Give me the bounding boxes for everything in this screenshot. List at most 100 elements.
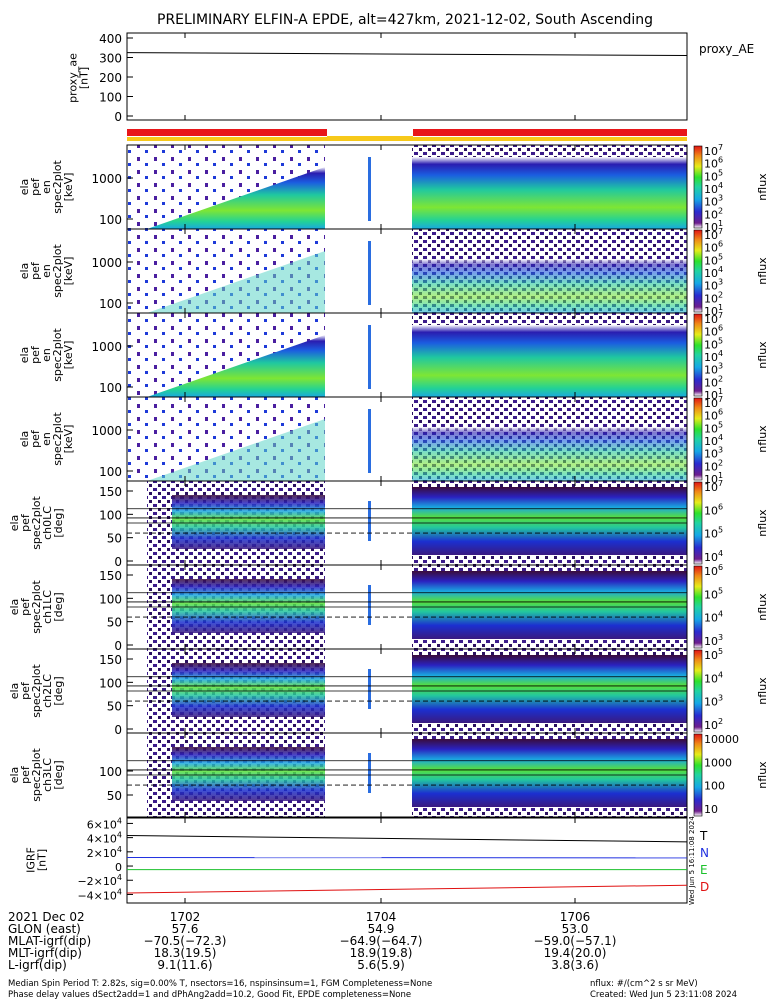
- spectrogram-ytick-label: 50: [107, 532, 122, 546]
- footer-created: Created: Wed Jun 5 23:11:08 2024: [590, 990, 737, 1000]
- colorbar-tick-label: 105: [704, 336, 723, 351]
- spectrogram-ytick-label: 150: [99, 569, 122, 583]
- colorbar-tick-label: 104: [704, 265, 723, 280]
- spectrogram-fill-right: [412, 427, 687, 481]
- spectrogram-fill-left: [147, 167, 325, 229]
- footer-row-value: −70.5(−72.3): [144, 934, 227, 948]
- colorbar-label: nflux: [756, 509, 769, 537]
- colorbar-tick-label: 103: [704, 194, 723, 209]
- colorbar-tick-label: 103: [704, 362, 723, 377]
- spectrogram-ytick-label: 100: [99, 381, 122, 395]
- spectrogram-ytick-label: 0: [114, 639, 122, 653]
- spectrogram-gap-sliver: [368, 157, 371, 221]
- spectrogram-ylabel: elapefspec2plotch3LC[deg]: [8, 748, 65, 802]
- proxy-ae-legend: proxy_AE: [699, 42, 754, 56]
- spectrogram-fill-left: [147, 419, 325, 481]
- footer-note-2: Phase delay values dSect2add=1 and dPhAn…: [8, 990, 411, 1000]
- proxy-ytick-label: 200: [99, 71, 122, 85]
- igrf-line-D: [126, 884, 688, 894]
- footer-row-value: 57.6: [172, 922, 199, 936]
- colorbar-tick-label: 107: [704, 227, 723, 242]
- colorbar-tick-label: 103: [704, 446, 723, 461]
- colorbar-tick-label: 102: [704, 374, 723, 389]
- igrf-line-T: [126, 834, 688, 843]
- pitch-spectrogram-0: elapefspec2plotch0LC[deg] 150 100 50 0 107 106…: [8, 479, 769, 569]
- colorbar-tick-label: 105: [704, 252, 723, 267]
- colorbar-tick-label: 104: [704, 670, 723, 685]
- orbit-footer: 2021 Dec 02 1702 1704 1706 GLON (east) 57.6 54…: [8, 910, 737, 1000]
- colorbar-tick-label: 101: [704, 219, 723, 234]
- colorbar: [693, 481, 703, 565]
- footer-row-label: L-igrf(dip): [8, 958, 67, 972]
- science-bar-2: [413, 129, 687, 136]
- spectrogram-fill-left: [147, 335, 325, 397]
- figure-title: PRELIMINARY ELFIN-A EPDE, alt=427km, 202…: [157, 12, 653, 28]
- colorbar-tick-label: 107: [704, 143, 723, 158]
- igrf-ylabel: IGRF[nT]: [25, 847, 49, 873]
- igrf-legend-D: D: [700, 880, 709, 894]
- igrf-ytick-label: −2×104: [77, 873, 122, 888]
- spectrogram-fill-right: [412, 259, 687, 313]
- proxy-ae-yticks: 400 300 200 100 0: [99, 32, 133, 124]
- colorbar-tick-label: 10000: [704, 733, 739, 746]
- spectrogram-fill-right: [412, 739, 687, 807]
- footer-row-value: 9.1(11.6): [157, 958, 212, 972]
- spectrogram-ytick-label: 50: [107, 616, 122, 630]
- spectrogram-fill-left: [172, 747, 325, 801]
- spectrogram-fill-right: [412, 157, 687, 229]
- spectrogram-ytick-label: 100: [99, 676, 122, 690]
- igrf-ytick-label: 4×104: [87, 831, 122, 846]
- spectrogram-ytick-label: 100: [99, 592, 122, 606]
- proxy-ae-frame: [126, 32, 688, 121]
- igrf-legend-T: T: [699, 829, 708, 843]
- spectrogram-ytick-label: 100: [99, 213, 122, 227]
- spectrogram-gap-sliver: [368, 753, 371, 793]
- colorbar-tick-label: 10: [704, 803, 718, 816]
- proxy-ytick-label: 300: [99, 52, 122, 66]
- footer-row-value: 1706: [560, 910, 591, 924]
- footer-row-value: 18.3(19.5): [154, 946, 217, 960]
- footer-row-value: −64.9(−64.7): [340, 934, 423, 948]
- colorbar-tick-label: 104: [704, 610, 723, 625]
- spectrogram-frame: [126, 732, 688, 818]
- colorbar: [693, 565, 703, 649]
- spectrogram-ylabel: elapefspec2plotch1LC[deg]: [8, 580, 65, 634]
- colorbar-tick-label: 103: [704, 694, 723, 709]
- footer-row-value: 1702: [170, 910, 201, 924]
- colorbar-label: nflux: [756, 677, 769, 705]
- pitch-spectrogram-1: elapefspec2plotch1LC[deg] 150 100 50 0 106 105…: [8, 563, 769, 653]
- spectrogram-fill-right: [412, 325, 687, 397]
- spectrogram-ylabel: elapefenspec2plot[keV]: [18, 244, 75, 298]
- colorbar: [693, 313, 703, 397]
- footer-note-1: Median Spin Period T: 2.82s, sig=0.00% T…: [8, 979, 432, 989]
- colorbar-tick-label: 107: [704, 395, 723, 410]
- igrf-ytick-label: 2×104: [87, 845, 122, 860]
- spectrogram-ylabel: elapefspec2plotch0LC[deg]: [8, 496, 65, 550]
- spectrogram-fill-right: [412, 655, 687, 723]
- spectrogram-ylabel: elapefspec2plotch2LC[deg]: [8, 664, 65, 718]
- footer-row-label: 2021 Dec 02: [8, 910, 85, 924]
- spectrogram-gap-sliver: [368, 501, 371, 541]
- colorbar-tick-label: 106: [704, 240, 723, 255]
- colorbar-tick-label: 101: [704, 303, 723, 318]
- colorbar: [693, 229, 703, 313]
- proxy-ae-ylabel: proxy_ae[nT]: [67, 53, 91, 103]
- footer-row-label: GLON (east): [8, 922, 81, 936]
- spectrogram-ylabel: elapefenspec2plot[keV]: [18, 160, 75, 214]
- footer-row-value: 18.9(19.8): [350, 946, 413, 960]
- spectrogram-ytick-label: 50: [107, 789, 122, 803]
- colorbar: [693, 145, 703, 229]
- colorbar-tick-label: 102: [704, 458, 723, 473]
- colorbar-tick-label: 106: [704, 408, 723, 423]
- colorbar-tick-label: 105: [704, 420, 723, 435]
- igrf-ytick-label: 0: [115, 861, 122, 874]
- colorbar-tick-label: 102: [704, 717, 723, 732]
- colorbar-tick-label: 105: [704, 647, 723, 662]
- science-bar-underline-1: [127, 137, 327, 141]
- spectrogram-panels: elapefenspec2plot[keV] 100010010710610510…: [8, 33, 769, 903]
- colorbar-tick-label: 107: [704, 479, 723, 494]
- colorbar-tick-label: 101: [704, 387, 723, 402]
